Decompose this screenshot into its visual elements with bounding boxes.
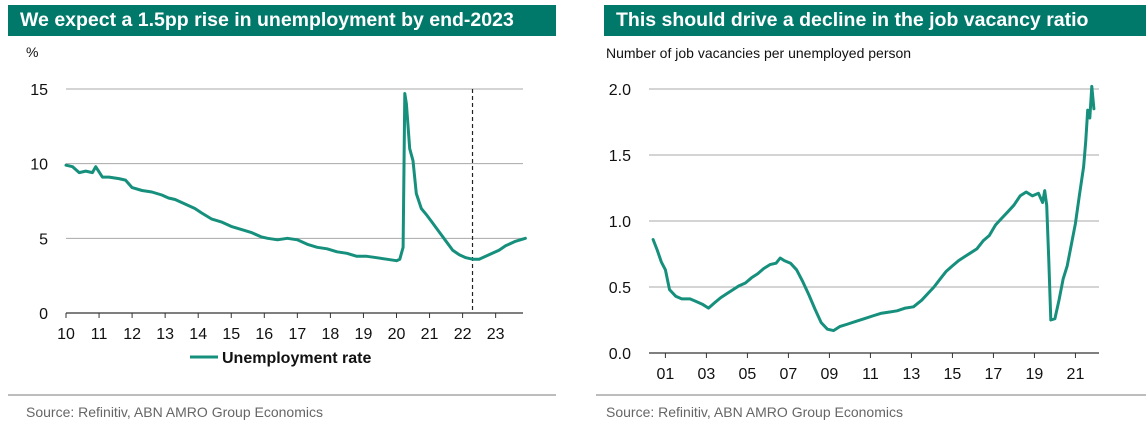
y-tick-label: 5 <box>39 231 48 248</box>
x-tick-label: 23 <box>487 326 505 343</box>
x-tick-label: 18 <box>321 326 339 343</box>
x-tick-label: 15 <box>222 326 240 343</box>
x-tick-label: 17 <box>288 326 306 343</box>
job-vacancy-ratio-chart: 0.0 0.5 1.0 1.5 2.0 01 03 05 07 09 11 13 15 17 19 21 <box>609 82 1099 383</box>
legend-label: Unemployment rate <box>222 350 371 367</box>
source-note: Source: Refinitiv, ABN AMRO Group Econom… <box>26 404 323 420</box>
y-unit-label: Number of job vacancies per unemployed p… <box>606 45 912 61</box>
x-tick-label: 13 <box>156 326 174 343</box>
left-chart-panel: We expect a 1.5pp rise in unemployment b… <box>0 0 556 428</box>
y-tick-label: 0 <box>39 306 48 323</box>
x-tick-label: 15 <box>944 366 962 383</box>
x-tick-label: 21 <box>421 326 439 343</box>
x-tick-label: 05 <box>739 366 757 383</box>
x-tick-label: 01 <box>657 366 675 383</box>
x-tick-label: 16 <box>255 326 273 343</box>
x-tick-label: 07 <box>780 366 798 383</box>
x-tick-label: 12 <box>123 326 141 343</box>
x-tick-label: 17 <box>985 366 1003 383</box>
y-tick-label: 15 <box>30 82 48 99</box>
y-tick-label: 1.5 <box>609 148 631 165</box>
y-tick-label: 1.0 <box>609 214 631 231</box>
x-tick-label: 10 <box>57 326 75 343</box>
x-tick-label: 14 <box>189 326 207 343</box>
source-note: Source: Refinitiv, ABN AMRO Group Econom… <box>606 404 903 420</box>
right-chart-panel: This should drive a decline in the job v… <box>596 0 1146 428</box>
x-tick-label: 19 <box>1026 366 1044 383</box>
x-tick-label: 22 <box>454 326 472 343</box>
y-tick-label: 0.0 <box>609 346 631 363</box>
x-tick-label: 11 <box>862 366 879 383</box>
x-tick-label: 09 <box>821 366 839 383</box>
x-tick-label: 21 <box>1067 366 1085 383</box>
source-divider <box>596 394 1146 396</box>
y-unit-label: % <box>26 44 39 60</box>
y-tick-label: 0.5 <box>609 280 631 297</box>
source-divider <box>8 394 556 396</box>
x-tick-label: 20 <box>388 326 406 343</box>
x-tick-label: 13 <box>903 366 921 383</box>
chart-title: We expect a 1.5pp rise in unemployment b… <box>8 5 556 36</box>
series-line <box>651 84 1096 333</box>
series-line <box>64 92 527 263</box>
y-tick-label: 2.0 <box>609 82 631 99</box>
unemployment-chart: 0 5 10 15 10 11 12 13 14 15 16 17 18 19 20 21 22 23 Unempl… <box>30 82 527 367</box>
x-tick-label: 11 <box>91 326 108 343</box>
chart-title: This should drive a decline in the job v… <box>604 5 1146 36</box>
y-tick-label: 10 <box>30 157 48 174</box>
x-tick-label: 19 <box>355 326 373 343</box>
x-tick-label: 03 <box>698 366 716 383</box>
